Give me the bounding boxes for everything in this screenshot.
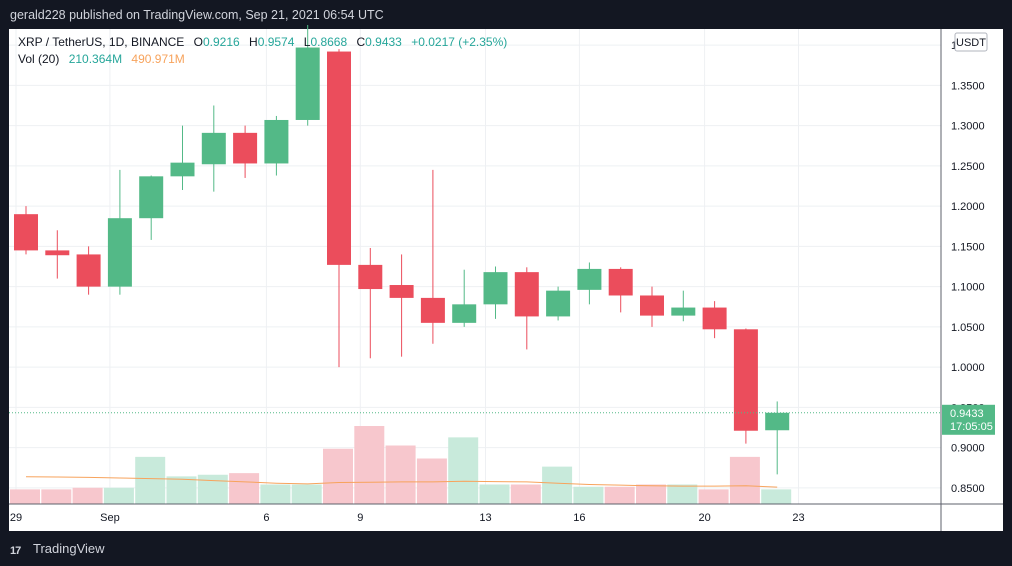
svg-text:Vol (20) 210.364M: Vol (20) 210.364M 490.971M [18, 52, 185, 66]
tradingview-logo-icon[interactable]: 17 [10, 545, 21, 557]
volume-bar [135, 456, 166, 504]
time-tick-label: 20 [698, 512, 710, 524]
volume-bar [636, 484, 666, 504]
candle-body [765, 412, 790, 431]
volume-bar [166, 476, 197, 504]
price-tick-label: 1.1000 [951, 282, 985, 294]
candle-body [389, 285, 414, 298]
legend-close-value: 0.9433 [365, 35, 402, 49]
candle-body [702, 307, 727, 330]
price-tick-label: 1.0500 [951, 322, 985, 334]
candle-body [139, 176, 164, 219]
volume-bar [510, 484, 541, 504]
chart-legend: XRP / TetherUS, 1D, BINANCE O0.9216 H0.9… [18, 35, 507, 66]
candle-body [514, 272, 539, 317]
volume-bar [667, 484, 698, 504]
volume-bar [10, 489, 40, 504]
candle-body [608, 268, 633, 296]
volume-bar [260, 484, 291, 504]
candle-body [577, 268, 602, 290]
candle-body [264, 119, 289, 164]
volume-bar [385, 445, 416, 504]
currency-button[interactable]: USDT [954, 32, 988, 52]
volume-bar [229, 473, 260, 504]
footer: 17 TradingView [0, 531, 1012, 566]
price-tag-countdown: 17:05:05 [950, 421, 993, 433]
price-tick-label: 1.1500 [951, 241, 985, 253]
volume-bar [542, 466, 573, 504]
time-tick-label: 6 [263, 512, 269, 524]
grid-lines [9, 29, 941, 504]
currency-label: USDT [956, 37, 986, 49]
volume-bar [479, 484, 510, 504]
candle-body [733, 329, 758, 431]
candle-body [546, 290, 571, 317]
time-tick-label: 16 [573, 512, 585, 524]
candle-body [14, 214, 38, 251]
svg-text:XRP / TetherUS, 1D, BINANCE: XRP / TetherUS, 1D, BINANCE O0.9216 H0.9… [18, 35, 507, 49]
time-axis[interactable]: 29 Sep 6 9 13 16 20 23 [10, 512, 805, 524]
legend-close-label: C [356, 35, 365, 49]
legend-volume-label: Vol (20) [18, 52, 59, 66]
price-tick-label: 0.8500 [951, 483, 985, 495]
time-tick-label: 13 [479, 512, 491, 524]
legend-high-value: 0.9574 [258, 35, 295, 49]
volume-bar [291, 484, 322, 504]
volume-ma-line [25, 476, 778, 488]
tradingview-brand[interactable]: TradingView [33, 541, 105, 556]
candle-body [671, 307, 696, 316]
candle-body [233, 132, 258, 164]
volume-bar [323, 448, 353, 504]
legend-open-value: 0.9216 [203, 35, 240, 49]
price-tick-label: 1.2500 [951, 161, 985, 173]
legend-volume-value: 210.364M [69, 52, 122, 66]
price-tick-label: 0.9000 [951, 443, 985, 455]
volume-bar [761, 489, 792, 504]
price-tag-value: 0.9433 [950, 408, 984, 420]
volume-bar [72, 487, 103, 504]
volume-bar [573, 486, 604, 504]
candle-body [295, 47, 320, 120]
legend-low-value: 0.8668 [310, 35, 347, 49]
candle-body [107, 218, 132, 287]
volume-bar [197, 474, 228, 504]
candle-body [358, 264, 383, 290]
legend-open-label: O [194, 35, 203, 49]
time-tick-label: 23 [792, 512, 804, 524]
candle-body [640, 295, 664, 316]
volume-bar [448, 437, 479, 504]
volume-bar [698, 489, 729, 504]
candle-body [76, 254, 101, 287]
candle-body [327, 51, 351, 265]
price-tick-label: 1.3500 [951, 80, 985, 92]
candle-body [170, 162, 195, 177]
time-tick-label: 29 [10, 512, 22, 524]
price-tick-label: 1.3000 [951, 121, 985, 133]
publish-info: gerald228 published on TradingView.com, … [10, 8, 384, 22]
legend-high-label: H [249, 35, 258, 49]
candle-body [483, 272, 508, 305]
legend-change: +0.0217 (+2.35%) [411, 35, 507, 49]
volume-bar [354, 426, 385, 504]
candle-body [201, 132, 226, 165]
legend-symbol: XRP / TetherUS, 1D, BINANCE [18, 35, 184, 49]
volume-bar [729, 456, 760, 504]
candle-body [420, 297, 445, 323]
volume-bars [10, 426, 792, 504]
candles [14, 24, 790, 475]
last-price-tag: 0.9433 17:05:05 [942, 404, 995, 435]
volume-bar [41, 489, 72, 504]
volume-bar [604, 486, 635, 504]
time-tick-label: Sep [100, 512, 120, 524]
time-tick-label: 9 [357, 512, 363, 524]
publish-header: gerald228 published on TradingView.com, … [0, 0, 1012, 30]
candle-body [452, 304, 477, 323]
price-tick-label: 1.0000 [951, 362, 985, 374]
volume-bar [103, 487, 134, 504]
candle-body [45, 250, 70, 256]
legend-low-label: L [304, 35, 311, 49]
price-tick-label: 1.2000 [951, 201, 985, 213]
legend-volume-ma-value: 490.971M [131, 52, 184, 66]
